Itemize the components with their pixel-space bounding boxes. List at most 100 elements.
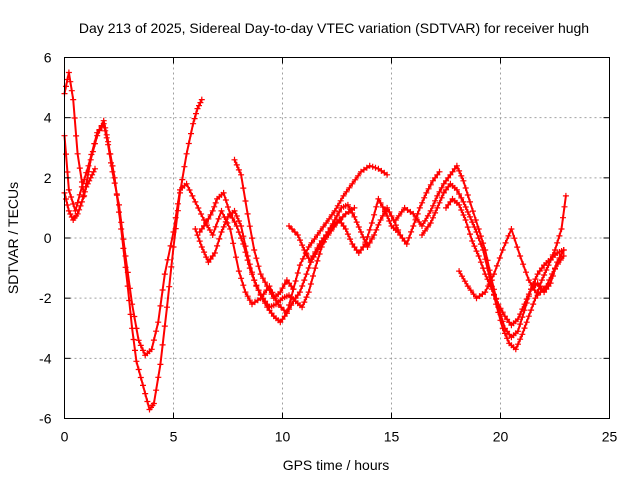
data-point xyxy=(438,184,445,191)
data-point xyxy=(211,203,218,210)
data-point xyxy=(480,247,487,253)
data-point xyxy=(164,304,170,311)
x-tick-label: 25 xyxy=(602,429,618,445)
data-point xyxy=(462,217,469,223)
data-point xyxy=(326,215,333,222)
data-point xyxy=(323,220,330,226)
data-point xyxy=(458,172,465,179)
data-point xyxy=(231,207,238,214)
data-point xyxy=(528,307,535,314)
data-point xyxy=(482,271,489,278)
data-point xyxy=(325,232,332,238)
data-point xyxy=(349,180,356,187)
data-point xyxy=(538,277,545,284)
data-point xyxy=(519,331,526,338)
data-point xyxy=(317,227,324,234)
data-point xyxy=(307,281,314,287)
data-point xyxy=(514,244,521,251)
data-point xyxy=(80,193,87,200)
data-point xyxy=(395,212,402,219)
data-point xyxy=(161,323,168,330)
data-point xyxy=(497,317,504,324)
data-point xyxy=(384,171,391,178)
data-point xyxy=(424,223,431,230)
data-point xyxy=(488,286,495,293)
data-point xyxy=(205,259,212,266)
data-point xyxy=(68,214,75,220)
data-point xyxy=(183,150,190,157)
data-point xyxy=(135,366,142,373)
data-point xyxy=(148,346,155,353)
y-tick-label: 6 xyxy=(44,50,52,66)
data-point xyxy=(301,247,308,253)
data-point xyxy=(443,204,449,211)
data-point xyxy=(249,269,255,276)
data-point xyxy=(386,218,393,224)
data-point xyxy=(116,201,122,208)
data-point xyxy=(377,200,384,206)
data-point xyxy=(523,296,530,303)
data-point xyxy=(419,199,426,206)
data-point xyxy=(76,206,83,213)
data-point xyxy=(159,287,166,293)
data-point xyxy=(164,256,171,263)
data-point xyxy=(229,215,236,221)
data-point xyxy=(427,181,434,188)
data-point xyxy=(515,341,521,348)
data-point xyxy=(251,247,258,253)
data-point xyxy=(211,250,218,256)
axis-ticks: 0 5 10 15 20 25 -6 -4 -2 0 2 4 6 xyxy=(39,50,617,445)
data-point xyxy=(436,188,443,195)
series-line xyxy=(63,167,96,221)
data-point xyxy=(464,192,471,198)
data-point xyxy=(268,291,275,298)
data-point xyxy=(337,197,344,204)
data-point xyxy=(458,194,465,201)
data-point xyxy=(76,191,83,198)
data-point xyxy=(259,275,266,282)
data-point xyxy=(198,244,205,250)
data-point xyxy=(135,337,142,344)
data-point xyxy=(416,204,423,211)
data-point xyxy=(328,227,335,234)
data-point xyxy=(351,204,358,211)
data-point xyxy=(554,239,561,246)
data-point xyxy=(155,319,162,326)
data-point xyxy=(464,224,471,231)
data-point xyxy=(471,243,478,250)
data-point xyxy=(203,254,210,261)
data-point xyxy=(153,328,160,335)
y-tick-label: -4 xyxy=(39,350,52,366)
data-point xyxy=(427,220,434,226)
series-line xyxy=(63,71,203,411)
data-point xyxy=(482,289,489,296)
data-point xyxy=(126,285,133,292)
data-point xyxy=(462,204,469,210)
data-point xyxy=(528,282,535,289)
data-point xyxy=(214,242,221,249)
data-point xyxy=(482,256,489,263)
data-point xyxy=(299,242,306,249)
data-point xyxy=(170,244,177,250)
data-point xyxy=(157,302,164,309)
data-point xyxy=(556,232,563,239)
series-trace-g xyxy=(392,162,567,341)
data-point xyxy=(308,239,315,246)
data-point xyxy=(212,199,219,206)
data-point xyxy=(424,212,431,219)
data-point xyxy=(525,313,532,320)
data-point xyxy=(179,176,186,183)
plot-area xyxy=(61,69,569,413)
data-point xyxy=(467,287,474,294)
data-point xyxy=(100,120,107,127)
data-point xyxy=(469,219,476,226)
data-point xyxy=(464,209,471,215)
data-point xyxy=(422,227,428,234)
data-point xyxy=(343,188,350,195)
data-point xyxy=(392,217,399,223)
series-trace-b xyxy=(61,120,391,359)
data-point xyxy=(105,141,112,148)
data-point xyxy=(540,286,547,293)
data-point xyxy=(281,307,287,314)
data-point xyxy=(419,232,425,238)
